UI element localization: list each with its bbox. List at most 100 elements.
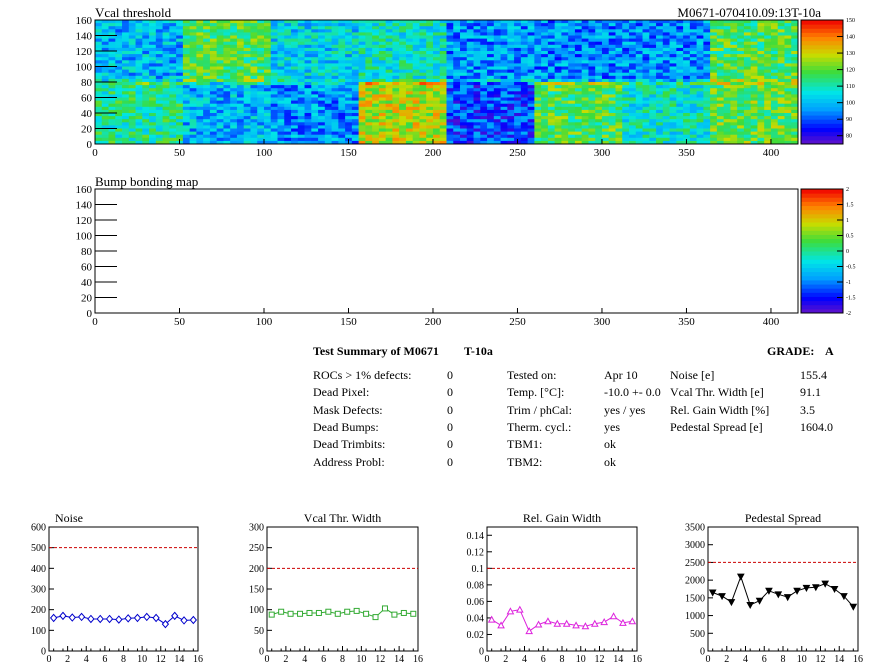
heatmap-cell xyxy=(236,140,245,145)
heatmap-cell xyxy=(108,44,116,49)
heatmap-cell xyxy=(196,140,204,145)
heatmap-cell xyxy=(696,26,704,30)
heatmap-cell xyxy=(378,72,387,77)
heatmap-cell xyxy=(574,134,583,139)
heatmap-cell xyxy=(466,134,474,139)
heatmap-cell xyxy=(750,38,758,43)
heatmap-cell xyxy=(378,106,387,111)
heatmap-cell xyxy=(182,23,191,27)
heatmap-cell xyxy=(304,57,312,61)
heatmap-cell xyxy=(351,29,360,33)
heatmap-cell xyxy=(676,29,684,33)
heatmap-cell xyxy=(176,75,184,80)
heatmap-cell xyxy=(324,44,332,49)
heatmap-cell xyxy=(392,125,400,129)
heatmap-cell xyxy=(250,134,258,139)
heatmap-cell xyxy=(263,94,272,98)
heatmap-cell xyxy=(487,97,495,101)
heatmap-cell xyxy=(568,100,576,105)
heatmap-cell xyxy=(405,35,414,39)
heatmap-cell xyxy=(710,78,718,83)
heatmap-cell xyxy=(696,88,704,92)
heatmap-cell xyxy=(689,63,698,67)
heatmap-cell xyxy=(108,23,116,27)
heatmap-cell xyxy=(324,97,332,101)
heatmap-cell xyxy=(291,60,299,64)
heatmap-cell xyxy=(399,140,407,145)
heatmap-cell xyxy=(176,134,184,139)
heatmap-cell xyxy=(216,103,224,108)
heatmap-cell xyxy=(439,82,447,86)
heatmap-cell xyxy=(791,63,799,67)
heatmap-cell xyxy=(270,35,278,39)
heatmap-cell xyxy=(446,38,454,43)
heatmap-cell xyxy=(108,57,116,61)
heatmap-cell xyxy=(487,91,495,95)
heatmap-cell xyxy=(209,47,218,52)
heatmap-cell xyxy=(128,51,136,55)
heatmap-cell xyxy=(243,100,251,105)
heatmap-cell xyxy=(372,119,380,123)
heatmap-cell xyxy=(527,60,535,64)
heatmap-cell xyxy=(466,23,474,27)
heatmap-cell xyxy=(574,63,583,67)
heatmap-cell xyxy=(453,20,461,24)
heatmap-cell xyxy=(236,137,245,142)
heatmap-cell xyxy=(304,78,312,83)
heatmap-cell xyxy=(757,94,765,98)
heatmap-cell xyxy=(547,78,556,83)
data-point xyxy=(572,621,580,629)
heatmap-cell xyxy=(331,131,339,136)
heatmap-cell xyxy=(635,29,643,33)
heatmap-cell xyxy=(743,75,752,80)
heatmap-cell xyxy=(642,57,650,61)
heatmap-cell xyxy=(514,106,522,111)
heatmap-cell xyxy=(527,116,535,120)
heatmap-cell xyxy=(534,113,542,117)
heatmap-cell xyxy=(142,44,150,49)
heatmap-cell xyxy=(392,94,400,98)
heatmap-cell xyxy=(629,82,637,86)
x-tick-label: 16 xyxy=(632,654,642,665)
heatmap-cell xyxy=(770,69,779,74)
heatmap-cell xyxy=(595,106,603,111)
heatmap-cell xyxy=(203,94,211,98)
heatmap-cell xyxy=(257,134,265,139)
heatmap-cell xyxy=(412,82,420,86)
heatmap-cell xyxy=(547,103,556,108)
heatmap-cell xyxy=(101,122,109,126)
heatmap-cell xyxy=(514,122,522,126)
heatmap-cell xyxy=(737,113,745,117)
heatmap-cell xyxy=(723,66,731,70)
heatmap-cell xyxy=(155,109,163,114)
heatmap-cell xyxy=(588,119,596,123)
heatmap-cell xyxy=(480,54,488,58)
heatmap-cell xyxy=(432,119,441,123)
heatmap-cell xyxy=(324,137,332,142)
heatmap-cell xyxy=(622,140,630,145)
heatmap-cell xyxy=(169,32,177,36)
heatmap-cell xyxy=(122,63,130,67)
heatmap-cell xyxy=(426,20,434,24)
heatmap-cell xyxy=(230,38,238,43)
heatmap-cell xyxy=(581,29,589,33)
heatmap-cell xyxy=(291,88,299,92)
heatmap-cell xyxy=(230,134,238,139)
heatmap-cell xyxy=(629,20,637,24)
heatmap-cell xyxy=(453,75,461,80)
heatmap-cell xyxy=(460,113,468,117)
heatmap-cell xyxy=(683,94,691,98)
heatmap-cell xyxy=(223,128,231,132)
heatmap-cell xyxy=(182,94,191,98)
heatmap-cell xyxy=(737,85,745,89)
heatmap-cell xyxy=(365,51,373,55)
heatmap-cell xyxy=(764,69,772,74)
heatmap-cell xyxy=(541,78,549,83)
heatmap-cell xyxy=(277,57,285,61)
heatmap-cell xyxy=(135,106,143,111)
heatmap-cell xyxy=(358,88,366,92)
heatmap-cell xyxy=(351,122,360,126)
heatmap-cell xyxy=(223,32,231,36)
heatmap-cell xyxy=(196,66,204,70)
heatmap-cell xyxy=(439,44,447,49)
